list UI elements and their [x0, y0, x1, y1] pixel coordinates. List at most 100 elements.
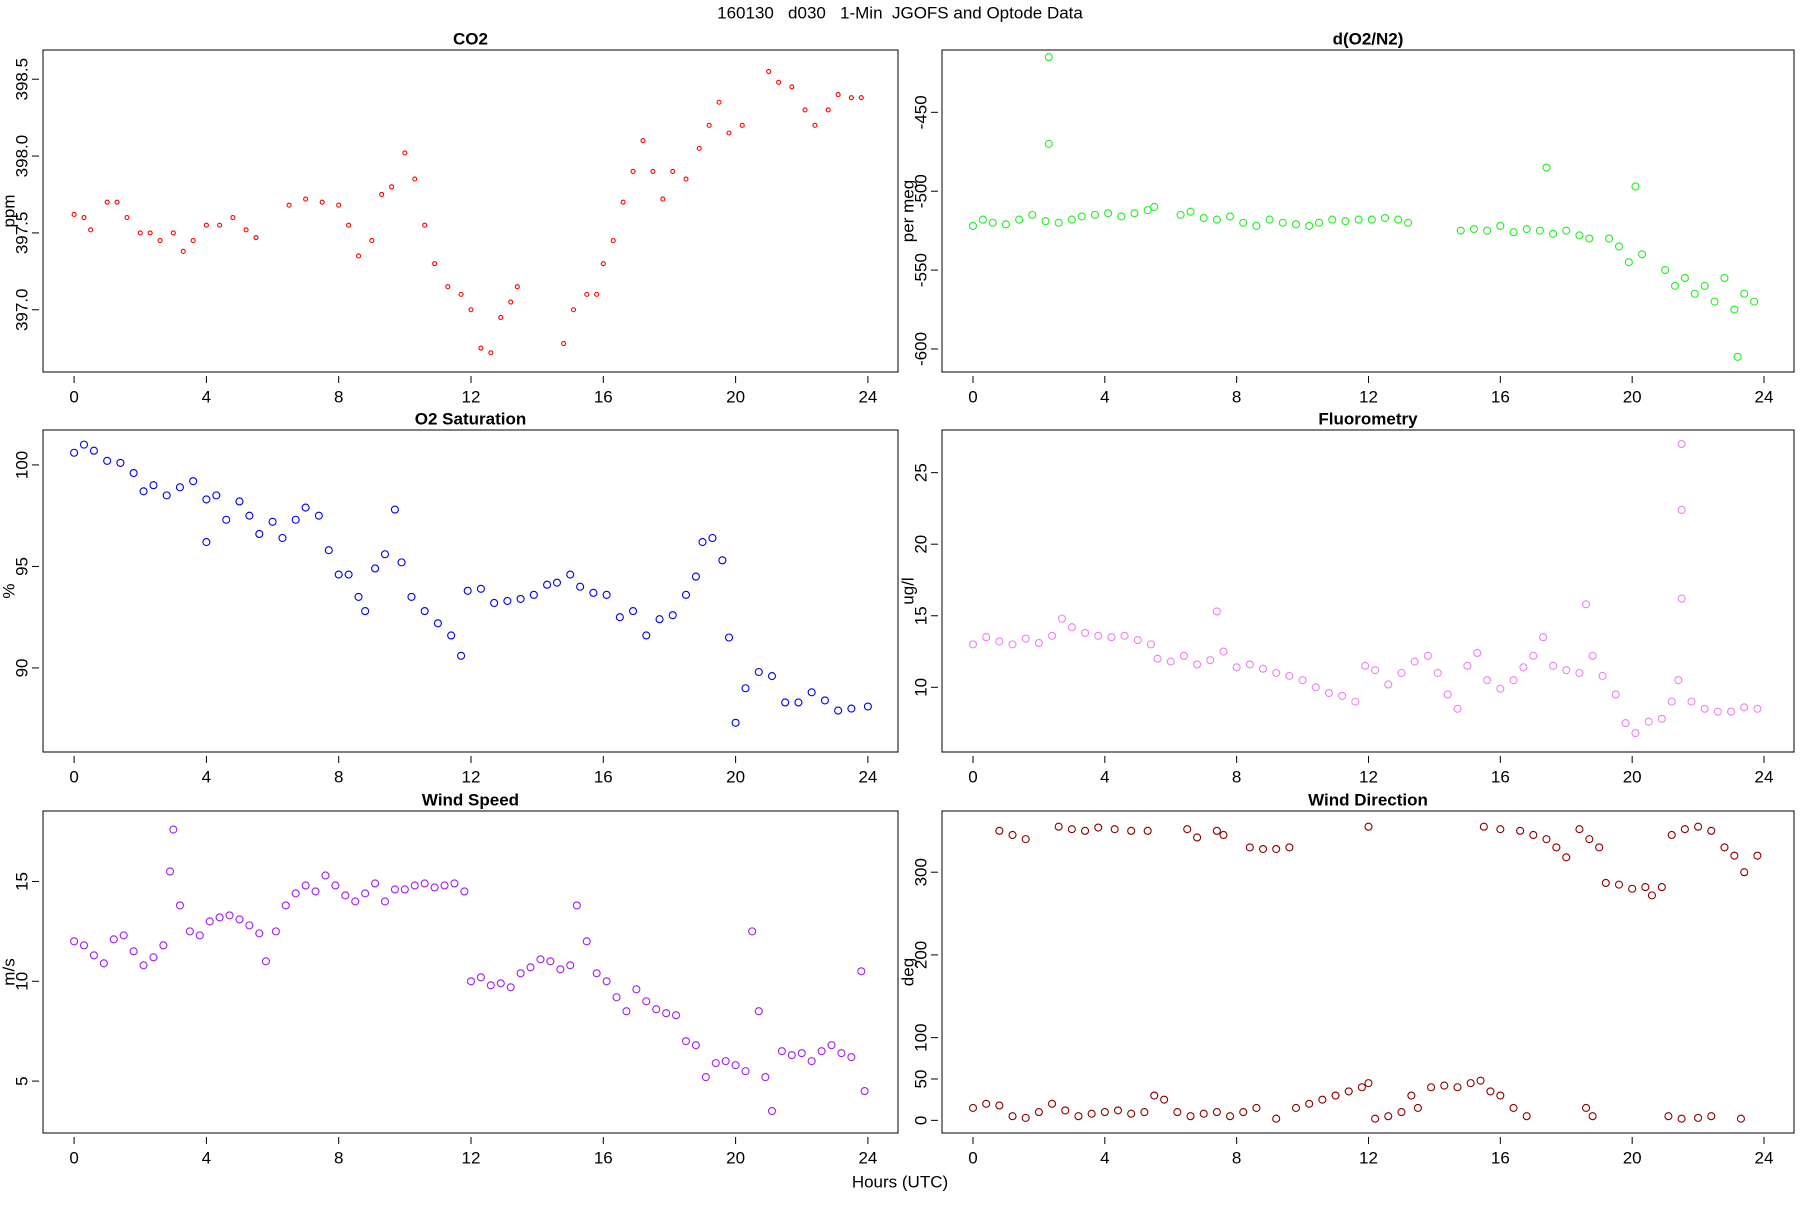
- point: [1008, 640, 1017, 649]
- point: [1647, 891, 1656, 900]
- point: [683, 176, 689, 182]
- point: [1021, 634, 1030, 643]
- point: [767, 672, 777, 681]
- point: [89, 446, 98, 455]
- point: [79, 440, 89, 449]
- point: [255, 529, 264, 538]
- point: [463, 586, 472, 595]
- x-tick-label: 8: [334, 387, 343, 406]
- point: [346, 222, 352, 228]
- x-tick-label: 12: [462, 1148, 481, 1167]
- point: [1226, 212, 1235, 221]
- plot-frame: [42, 810, 899, 1134]
- point: [139, 487, 148, 496]
- point: [1130, 209, 1139, 218]
- panel: O2 Saturation% 0 4 8 12 16 20 24 90 95 100: [0, 409, 899, 786]
- plot-frame: [42, 49, 899, 373]
- x-tick-label: 20: [726, 1148, 745, 1167]
- point: [361, 889, 370, 898]
- point: [1245, 660, 1254, 669]
- point: [1226, 1112, 1235, 1121]
- x-tick-label: 24: [1755, 767, 1774, 786]
- point: [622, 1007, 631, 1016]
- y-tick-label: 25: [911, 463, 930, 482]
- point: [344, 570, 353, 579]
- point: [556, 965, 565, 974]
- point: [848, 95, 854, 101]
- point: [1331, 1091, 1340, 1100]
- point: [354, 592, 363, 601]
- point: [1720, 273, 1729, 283]
- point: [1193, 833, 1202, 842]
- point: [1473, 648, 1482, 658]
- point: [1384, 680, 1393, 689]
- x-tick-label: 24: [1755, 387, 1774, 406]
- point: [1542, 163, 1551, 172]
- point: [982, 633, 991, 642]
- y-tick-label: 200: [911, 941, 930, 969]
- point: [1588, 651, 1597, 660]
- x-tick-label: 0: [968, 1148, 977, 1167]
- point: [543, 580, 552, 589]
- point: [1193, 660, 1202, 669]
- point: [1750, 297, 1759, 306]
- point: [1496, 825, 1505, 834]
- point: [807, 688, 816, 697]
- point: [761, 1073, 770, 1082]
- point: [476, 584, 485, 593]
- point: [1371, 666, 1380, 675]
- point: [739, 122, 745, 128]
- point: [1315, 218, 1324, 227]
- point: [1710, 297, 1719, 306]
- y-tick-label: 100: [12, 451, 31, 479]
- point: [1351, 697, 1360, 706]
- point: [546, 957, 555, 966]
- point: [600, 261, 606, 267]
- point: [995, 1101, 1004, 1110]
- point: [1285, 671, 1294, 680]
- point: [1305, 1099, 1314, 1108]
- point: [642, 997, 651, 1006]
- point: [1700, 704, 1709, 713]
- point: [243, 227, 249, 233]
- point: [777, 1047, 786, 1056]
- point: [570, 307, 577, 313]
- point: [1535, 226, 1544, 235]
- y-tick-label: -600: [911, 332, 930, 366]
- panel-title: d(O2/N2): [1333, 29, 1404, 48]
- point: [1413, 1103, 1422, 1112]
- point: [1753, 704, 1762, 713]
- x-tick-label: 24: [858, 387, 877, 406]
- point: [820, 696, 829, 705]
- point: [79, 941, 89, 950]
- point: [1291, 220, 1301, 229]
- point: [129, 947, 138, 956]
- point: [766, 68, 772, 75]
- point: [995, 637, 1004, 646]
- point: [291, 515, 300, 524]
- x-tick-label: 0: [968, 767, 977, 786]
- point: [1730, 305, 1739, 314]
- point: [1001, 220, 1010, 229]
- point: [754, 667, 763, 677]
- point: [351, 897, 360, 906]
- x-tick-label: 0: [69, 1148, 78, 1167]
- point: [371, 564, 380, 573]
- point: [1094, 823, 1103, 832]
- point: [369, 238, 375, 244]
- point: [447, 631, 456, 640]
- point: [1034, 638, 1043, 647]
- point: [149, 953, 158, 962]
- point: [1048, 631, 1057, 640]
- point: [797, 1049, 806, 1058]
- point: [205, 917, 214, 926]
- point: [1212, 215, 1221, 224]
- x-tick-label: 8: [1232, 767, 1241, 786]
- point: [1562, 666, 1571, 675]
- point: [589, 588, 598, 597]
- point: [225, 911, 234, 920]
- point: [1107, 633, 1116, 642]
- point: [1466, 1079, 1475, 1088]
- point: [1680, 273, 1689, 283]
